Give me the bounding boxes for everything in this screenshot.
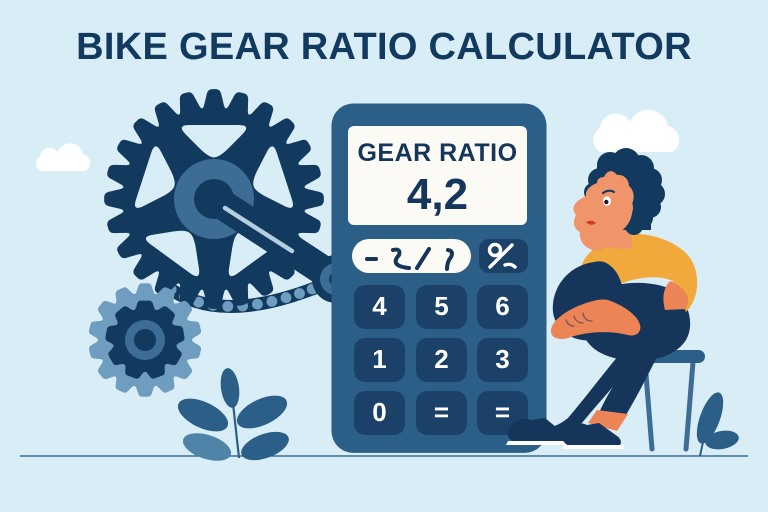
svg-text:0: 0 (372, 397, 386, 427)
svg-text:5: 5 (434, 291, 448, 321)
svg-text:3: 3 (495, 344, 509, 374)
svg-text:=: = (495, 397, 510, 427)
svg-text:4,2: 4,2 (407, 170, 468, 219)
svg-text:6: 6 (495, 291, 509, 321)
svg-text:=: = (434, 397, 449, 427)
svg-text:2: 2 (434, 344, 448, 374)
svg-text:GEAR RATIO: GEAR RATIO (357, 139, 517, 167)
svg-text:4: 4 (372, 291, 387, 321)
svg-text:1: 1 (372, 344, 386, 374)
